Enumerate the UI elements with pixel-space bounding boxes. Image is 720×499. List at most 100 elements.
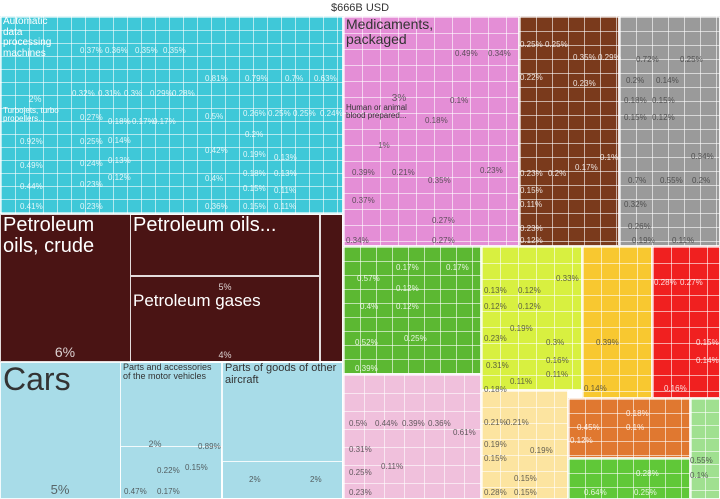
treemap-small-share: 0.22% <box>520 73 543 82</box>
treemap-small-share: 0.27% <box>432 236 455 245</box>
treemap-small-share: 0.7% <box>285 74 304 83</box>
treemap-small-share: 0.44% <box>375 419 398 428</box>
treemap-small-share: 0.4% <box>360 302 379 311</box>
treemap-small-share: 0.44% <box>20 182 43 191</box>
treemap-small-share: 0.13% <box>274 153 297 162</box>
treemap-label-text: Human or animal blood prepared... <box>346 103 407 121</box>
treemap-small-share: 0.11% <box>274 202 297 211</box>
treemap-small-share: 0.14% <box>696 356 719 365</box>
treemap-small-share: 0.25% <box>80 137 103 146</box>
treemap-region-vegetable-products <box>343 246 481 374</box>
treemap-region-plastics <box>568 398 690 458</box>
treemap-small-share: 2% <box>310 475 322 484</box>
treemap-small-share: 0.11% <box>520 200 543 209</box>
treemap-share-value: 2% <box>120 421 190 451</box>
treemap-small-share: 0.21% <box>392 168 415 177</box>
treemap-label: Parts and accessories of the motor vehic… <box>120 362 222 432</box>
treemap-region-animal-products <box>582 246 652 398</box>
treemap-small-share: 0.25% <box>680 55 703 64</box>
treemap-small-share: 0.17% <box>575 163 598 172</box>
treemap-small-share: 0.11% <box>546 370 569 379</box>
treemap-small-share: 0.19% <box>484 440 507 449</box>
treemap-share-value: 2% <box>0 88 70 106</box>
treemap-small-share: 0.31% <box>486 361 509 370</box>
treemap-small-share: 0.4% <box>205 174 224 183</box>
treemap-small-share: 0.17% <box>157 487 180 496</box>
treemap-region-chemicals <box>343 16 519 246</box>
treemap-small-share: 0.12% <box>108 173 131 182</box>
treemap-share-text: 1% <box>378 141 390 150</box>
treemap-small-share: 0.1% <box>450 96 469 105</box>
treemap-small-share: 0.3% <box>546 338 565 347</box>
treemap-small-share: 0.11% <box>510 377 533 386</box>
treemap-small-share: 0.19% <box>243 150 266 159</box>
treemap-small-share: 0.19% <box>510 324 533 333</box>
treemap-subtile <box>320 214 343 362</box>
treemap-small-share: 0.23% <box>80 202 103 211</box>
treemap-share-text: 6% <box>54 344 76 360</box>
treemap-label: Human or animal blood prepared... <box>343 103 425 128</box>
treemap-small-share: 0.14% <box>108 136 131 145</box>
treemap-small-share: 0.36% <box>428 419 451 428</box>
treemap-small-share: 0.39% <box>402 419 425 428</box>
treemap-label: Petroleum oils, crude <box>0 214 130 344</box>
treemap-small-share: 0.12% <box>518 302 541 311</box>
treemap-small-share: 0.28% <box>636 469 659 478</box>
treemap-small-share: 0.55% <box>690 456 713 465</box>
treemap-label-text: Parts and accessories of the motor vehic… <box>123 362 212 382</box>
treemap-small-share: 0.29% <box>150 89 173 98</box>
treemap-small-share: 0.32% <box>624 200 647 209</box>
treemap-small-share: 0.18% <box>425 116 448 125</box>
treemap-small-share: 0.52% <box>355 338 378 347</box>
treemap-small-share: 0.1% <box>690 471 709 480</box>
treemap-share-value: 6% <box>0 316 130 362</box>
treemap-small-share: 0.21% <box>484 418 507 427</box>
treemap-label: Petroleum gases <box>130 291 320 321</box>
treemap-small-share: 0.55% <box>660 176 683 185</box>
treemap-small-share: 0.15% <box>514 488 537 497</box>
treemap-small-share: 0.15% <box>624 113 647 122</box>
treemap-small-share: 0.2% <box>245 130 264 139</box>
treemap-region-instruments <box>690 398 720 499</box>
treemap-small-share: 0.13% <box>484 286 507 295</box>
treemap-small-share: 0.25% <box>520 40 543 49</box>
treemap-small-share: 0.19% <box>632 236 655 245</box>
treemap-small-share: 0.27% <box>432 216 455 225</box>
treemap-small-share: 0.15% <box>696 338 719 347</box>
treemap-share-text: 5% <box>50 482 70 497</box>
treemap-small-share: 0.14% <box>584 384 607 393</box>
treemap-small-share: 0.42% <box>205 146 228 155</box>
treemap-small-share: 0.7% <box>628 176 647 185</box>
treemap-share-value: 1% <box>343 126 425 152</box>
treemap-small-share: 0.36% <box>105 46 128 55</box>
treemap-small-share: 0.18% <box>626 409 649 418</box>
treemap-small-share: 0.33% <box>556 274 579 283</box>
treemap-small-share: 0.25% <box>293 109 316 118</box>
treemap-small-share: 0.34% <box>691 152 714 161</box>
treemap-small-share: 0.12% <box>570 436 593 445</box>
treemap-label: Petroleum oils... <box>130 214 320 276</box>
treemap-label: Automatic data processing machines <box>0 16 70 106</box>
treemap-small-share: 0.18% <box>624 96 647 105</box>
treemap-small-share: 0.31% <box>98 89 121 98</box>
treemap-small-share: 0.23% <box>573 79 596 88</box>
treemap-small-share: 0.49% <box>20 161 43 170</box>
treemap-region-stone <box>481 390 568 499</box>
treemap-small-share: 0.39% <box>596 338 619 347</box>
treemap-small-share: 0.35% <box>135 46 158 55</box>
treemap-small-share: 0.23% <box>520 224 543 233</box>
treemap-small-share: 0.18% <box>484 385 507 394</box>
treemap-small-share: 0.15% <box>520 186 543 195</box>
treemap-label: Medicaments, packaged <box>343 16 455 76</box>
treemap-small-share: 0.34% <box>346 236 369 245</box>
treemap-small-share: 0.92% <box>20 137 43 146</box>
treemap-small-share: 0.1% <box>626 423 645 432</box>
treemap-small-share: 0.15% <box>484 454 507 463</box>
treemap-small-share: 0.89% <box>198 442 221 451</box>
treemap-small-share: 0.36% <box>205 202 228 211</box>
treemap-small-share: 0.17% <box>132 117 155 126</box>
treemap-small-share: 0.13% <box>108 156 131 165</box>
treemap-label: Parts of goods of other aircraft <box>222 362 343 432</box>
treemap-small-share: 0.28% <box>654 278 677 287</box>
treemap-small-share: 0.29% <box>598 53 621 62</box>
